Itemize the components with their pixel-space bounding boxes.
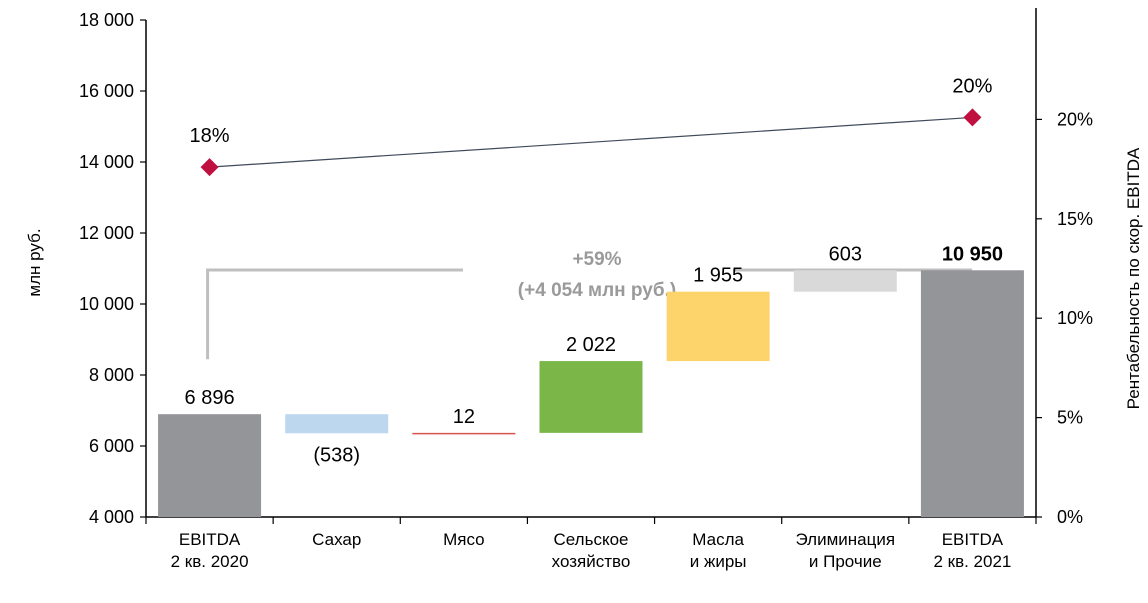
waterfall-bar [793,270,897,292]
category-label: и жиры [690,552,747,571]
bar-value-label: 603 [829,243,862,265]
bar-value-label: 1 955 [693,265,743,287]
category-label: Масла [692,530,744,549]
margin-marker [200,158,219,177]
y2-tick-label: 10% [1057,308,1093,328]
y-tick-label: 14 000 [79,152,134,172]
category-label: Сельское [554,530,629,549]
category-label: 2 кв. 2020 [171,552,249,571]
category-label: Сахар [312,530,361,549]
waterfall-bar [539,361,643,433]
category-label: и Прочие [809,552,882,571]
y-tick-label: 6 000 [89,436,134,456]
bar-value-label: (538) [313,444,360,466]
growth-percent-label: +59% [572,249,621,270]
margin-value-label: 18% [190,125,230,147]
y-tick-label: 16 000 [79,81,134,101]
margin-series-line [209,116,973,168]
waterfall-bar [666,291,770,362]
growth-amount-label: (+4 054 млн руб.) [518,280,676,301]
category-label: Мясо [443,530,485,549]
growth-bracket-left [206,268,463,360]
category-label: EBITDA [179,530,241,549]
y2-tick-label: 5% [1057,408,1083,428]
category-label: EBITDA [942,530,1004,549]
waterfall-bar [285,414,389,434]
waterfall-bar [412,432,516,435]
margin-value-label: 20% [952,75,992,97]
category-label: Элиминация [796,530,896,549]
category-label: 2 кв. 2021 [933,552,1011,571]
bar-value-label: 2 022 [566,334,616,356]
y-tick-label: 4 000 [89,507,134,527]
y2-tick-label: 20% [1057,109,1093,129]
y-axis-title: млн руб. [25,228,44,296]
y2-tick-label: 0% [1057,507,1083,527]
y-tick-label: 18 000 [79,10,134,30]
y-tick-label: 10 000 [79,294,134,314]
category-label: хозяйство [552,552,631,571]
bar-value-label: 6 896 [185,387,235,409]
y2-tick-label: 15% [1057,209,1093,229]
bar-value-label: 12 [453,406,475,428]
y-tick-label: 12 000 [79,223,134,243]
waterfall-bar [920,270,1024,517]
bar-value-label: 10 950 [942,243,1003,265]
y2-axis-title: Рентабельность по скор. EBITDA [1124,147,1143,409]
margin-marker [963,108,982,127]
y-tick-label: 8 000 [89,365,134,385]
waterfall-bar [158,414,262,517]
